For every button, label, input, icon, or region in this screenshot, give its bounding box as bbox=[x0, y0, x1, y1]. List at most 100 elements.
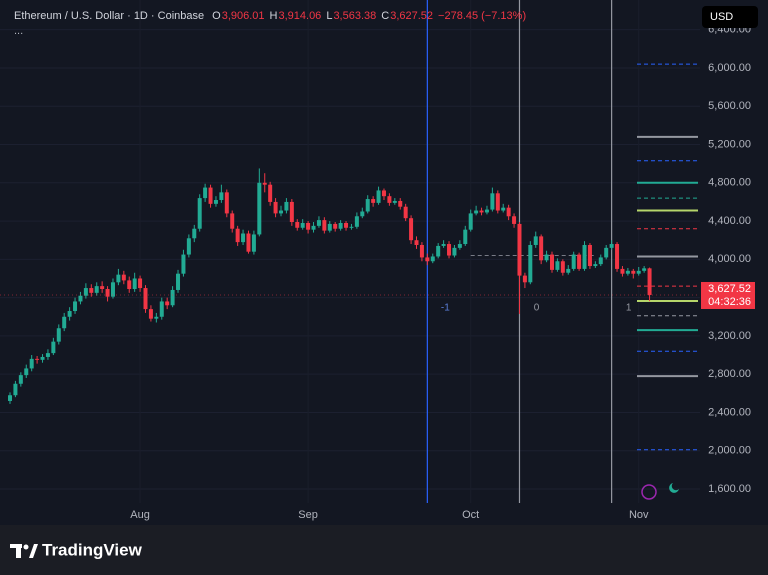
candle-body bbox=[289, 201, 294, 223]
candle-body bbox=[501, 207, 506, 211]
y-tick-label: 5,600.00 bbox=[708, 100, 751, 112]
candle-body bbox=[235, 228, 240, 243]
candle-body bbox=[268, 184, 273, 202]
candle-body bbox=[138, 278, 143, 289]
candle-body bbox=[419, 244, 424, 258]
x-tick-label: Aug bbox=[130, 509, 150, 521]
candle-body bbox=[327, 223, 332, 231]
candle-body bbox=[83, 288, 88, 296]
y-tick-label: 2,400.00 bbox=[708, 406, 751, 418]
candle-body bbox=[533, 236, 538, 245]
toolbar-icons bbox=[641, 483, 679, 500]
x-tick-label: Oct bbox=[462, 509, 479, 521]
countdown: 04:32:36 bbox=[708, 296, 751, 308]
candle-body bbox=[539, 236, 544, 261]
currency-button[interactable] bbox=[702, 6, 758, 28]
candle-body bbox=[642, 268, 647, 271]
candle-body bbox=[295, 222, 300, 228]
legend-header: Ethereum / U.S. Dollar · 1D · Coinbase O 3… bbox=[14, 10, 526, 22]
candle-body bbox=[484, 209, 489, 213]
cycle-label: 1 bbox=[626, 303, 632, 314]
candle-body bbox=[452, 247, 457, 256]
candle-body bbox=[555, 261, 560, 270]
candle-body bbox=[365, 199, 370, 212]
price-tag-value: 3,627.52 bbox=[708, 283, 751, 295]
ohlc-value: 3,627.52 bbox=[390, 10, 433, 22]
candle-body bbox=[392, 200, 397, 203]
candle-body bbox=[241, 233, 246, 243]
candle-body bbox=[35, 358, 40, 360]
candle-body bbox=[615, 244, 620, 269]
candle-body bbox=[316, 220, 321, 226]
candle-body bbox=[24, 368, 29, 376]
candle-body bbox=[457, 244, 462, 248]
candle-body bbox=[441, 244, 446, 246]
candle-body bbox=[463, 229, 468, 245]
logo bbox=[10, 544, 38, 558]
cycle-label: 0 bbox=[534, 303, 540, 314]
candle-body bbox=[577, 254, 582, 269]
y-tick-label: 1,600.00 bbox=[708, 483, 751, 495]
candle-body bbox=[468, 213, 473, 230]
candle-body bbox=[609, 244, 614, 248]
candle-body bbox=[625, 270, 630, 274]
ohlc-key: O bbox=[212, 10, 221, 22]
plot: -1 0 1 bbox=[0, 63, 700, 451]
candle-body bbox=[550, 254, 554, 270]
candle-body bbox=[414, 240, 419, 245]
candle-body bbox=[251, 234, 256, 252]
candle-body bbox=[409, 218, 414, 241]
candle-body bbox=[506, 207, 511, 217]
ohlc-key: H bbox=[270, 10, 278, 22]
currency-label[interactable]: USD bbox=[710, 11, 733, 23]
ohlc-value: 3,914.06 bbox=[278, 10, 321, 22]
candle-body bbox=[566, 268, 571, 273]
y-tick-label: 2,800.00 bbox=[708, 368, 751, 380]
candle-body bbox=[279, 210, 283, 214]
chart-background bbox=[0, 0, 768, 525]
candle-body bbox=[338, 222, 343, 229]
candle-body bbox=[213, 200, 218, 204]
candle-body bbox=[105, 289, 110, 297]
candle-body bbox=[528, 244, 533, 283]
x-tick-label: Sep bbox=[298, 509, 318, 521]
y-tick-label: 5,200.00 bbox=[708, 138, 751, 150]
candle-body bbox=[143, 288, 148, 310]
candle-body bbox=[121, 274, 126, 281]
candle-body bbox=[56, 328, 61, 342]
price-tag bbox=[701, 281, 755, 309]
candle-body bbox=[360, 211, 365, 217]
candle-body bbox=[176, 273, 181, 290]
candle-body bbox=[349, 226, 354, 228]
candle-body bbox=[387, 196, 392, 203]
candle-body bbox=[224, 192, 229, 214]
ohlc-key: C bbox=[381, 10, 389, 22]
candle-body bbox=[94, 286, 99, 293]
candle-body bbox=[170, 289, 175, 306]
candle-body bbox=[203, 187, 208, 199]
candle-body bbox=[474, 210, 479, 214]
y-tick-label: 4,000.00 bbox=[708, 253, 751, 265]
candle-body bbox=[208, 187, 213, 204]
candle-body bbox=[8, 395, 12, 401]
x-tick-label: Nov bbox=[629, 509, 649, 521]
price-axis: 1,600.00 2,000.00 2,400.00 2,800.00 3,200.00… bbox=[130, 24, 755, 521]
candle-body bbox=[620, 268, 625, 274]
candle-body bbox=[598, 257, 603, 265]
change: −278.45 (−7.13%) bbox=[438, 10, 526, 22]
candle-body bbox=[273, 201, 278, 214]
candle-body bbox=[132, 278, 137, 290]
candle-body bbox=[18, 375, 23, 384]
candle-body bbox=[159, 301, 164, 317]
candle-body bbox=[403, 206, 408, 219]
candle-body bbox=[311, 225, 316, 230]
chart-title: Ethereum / U.S. Dollar · 1D · Coinbase bbox=[14, 10, 204, 22]
candle-body bbox=[376, 190, 381, 203]
candle-body bbox=[398, 200, 403, 207]
ohlc-key: L bbox=[326, 10, 332, 22]
candle-body bbox=[495, 193, 500, 211]
candle-body bbox=[582, 244, 587, 269]
candle-body bbox=[73, 301, 78, 312]
candle-body bbox=[116, 274, 121, 283]
